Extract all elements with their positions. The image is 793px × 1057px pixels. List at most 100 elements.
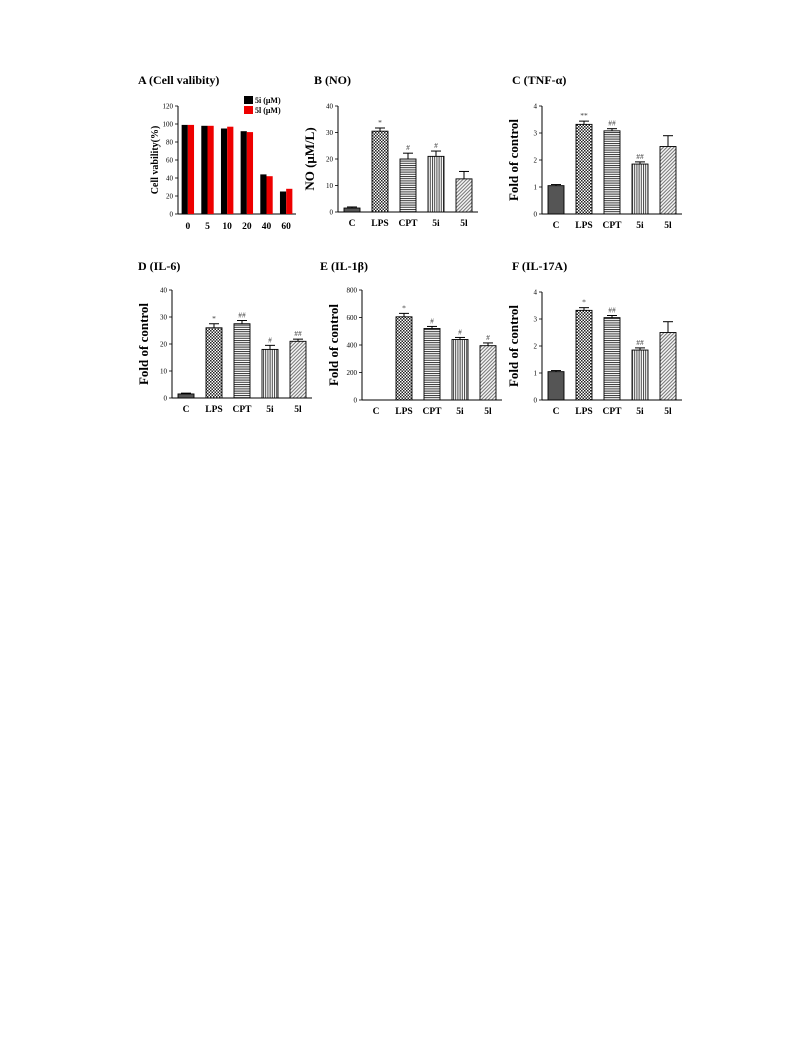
bar-5i — [261, 348, 279, 399]
x-tick-label: 5 — [205, 222, 210, 232]
y-tick-label: 0 — [534, 211, 538, 219]
bar-5i-20 — [240, 131, 247, 214]
panel-b-no: B (NO) 0 10 20 30 40 NO (μM/L) C * LPS # CPT #5i 5l — [300, 66, 500, 246]
significance-marker: ## — [636, 338, 644, 347]
panel-d-il6: D (IL-6) 0 10 20 30 40 Fold of control C * LPS ## C… — [120, 252, 320, 432]
x-tick-label: LPS — [205, 405, 222, 415]
chart-title: F (IL-17A) — [512, 259, 567, 273]
y-tick-label: 600 — [347, 314, 358, 322]
bar-5i-5 — [201, 125, 208, 214]
bar-5l — [289, 340, 307, 399]
significance-marker: # — [434, 141, 438, 150]
x-tick-label: 5i — [266, 405, 274, 415]
panel-c-tnf: C (TNF-α) 0 1 2 3 4 Fold of control C ** LPS ## CPT… — [500, 66, 700, 246]
x-tick-label: LPS — [371, 219, 388, 229]
y-tick-label: 20 — [326, 156, 334, 164]
bar-lps — [575, 309, 593, 401]
y-axis-label: Fold of control — [506, 119, 521, 201]
x-tick-label: LPS — [395, 407, 412, 417]
bar-lps — [575, 123, 593, 215]
significance-marker: # — [268, 335, 272, 344]
chart-d: D (IL-6) 0 10 20 30 40 Fold of control C * LPS ## C… — [136, 259, 312, 415]
x-tick-label: CPT — [233, 405, 253, 415]
legend-swatch — [244, 96, 253, 104]
x-tick-label: CPT — [399, 219, 419, 229]
y-tick-label: 800 — [347, 287, 358, 295]
bar-lps — [395, 316, 413, 401]
y-tick-label: 120 — [163, 103, 174, 111]
x-tick-label: C — [349, 219, 356, 229]
bar-5l-20 — [246, 132, 254, 214]
bar-5i-10 — [220, 128, 228, 214]
significance-marker: * — [212, 314, 216, 323]
x-tick-label: C — [373, 407, 380, 417]
bar-5i — [631, 349, 649, 401]
y-tick-label: 20 — [160, 341, 168, 349]
y-tick-label: 3 — [534, 316, 538, 324]
significance-marker: ## — [636, 152, 644, 161]
x-tick-label: 5i — [636, 407, 644, 417]
bar-5l-5 — [207, 125, 214, 214]
y-tick-label: 2 — [534, 157, 538, 165]
y-tick-label: 30 — [160, 314, 168, 322]
x-tick-label: CPT — [603, 407, 623, 417]
bar-5l-0 — [187, 124, 195, 214]
x-tick-label: 5i — [432, 219, 440, 229]
x-tick-label: C — [553, 407, 560, 417]
x-tick-label: C — [553, 221, 560, 231]
y-tick-label: 0 — [330, 209, 334, 217]
x-tick-label: 10 — [222, 222, 232, 232]
significance-marker: ## — [608, 305, 616, 314]
panel-a-cell-viability: A (Cell valibity) 0 20 40 60 80 100 120 Cell vab… — [120, 66, 320, 232]
y-tick-label: 4 — [534, 103, 538, 111]
y-tick-label: 1 — [534, 184, 538, 192]
significance-marker: # — [430, 316, 434, 325]
chart-e: E (IL-1β) 0 200 400 600 800 Fold of control C * L… — [320, 259, 502, 417]
x-tick-label: 60 — [281, 222, 291, 232]
x-tick-label: 40 — [262, 222, 272, 232]
y-tick-label: 10 — [326, 182, 334, 190]
bar-c — [547, 371, 565, 401]
significance-marker: * — [582, 298, 586, 307]
significance-marker: ## — [238, 311, 246, 320]
chart-f: F (IL-17A) 0 1 2 3 4 Fold of control C * LPS ## CPT… — [506, 259, 682, 417]
chart-title: B (NO) — [314, 73, 351, 87]
y-tick-label: 0 — [170, 211, 174, 219]
legend-label: 5i (μM) — [255, 96, 281, 105]
bar-5i-60 — [279, 191, 287, 214]
y-tick-label: 100 — [163, 121, 174, 129]
significance-marker: # — [486, 333, 490, 342]
panel-f-il17a: F (IL-17A) 0 1 2 3 4 Fold of control C * LPS ## CPT… — [500, 252, 700, 432]
x-tick-label: CPT — [603, 221, 623, 231]
y-axis-label: Cell vability(%) — [150, 126, 161, 195]
bar-5i-0 — [181, 124, 188, 214]
x-tick-label: C — [183, 405, 190, 415]
x-tick-label: 5l — [460, 219, 468, 229]
bar-cpt — [603, 130, 621, 215]
y-tick-label: 60 — [166, 157, 174, 165]
bar-cpt — [423, 328, 441, 401]
chart-title: E (IL-1β) — [320, 259, 368, 273]
legend-label: 5l (μM) — [255, 106, 281, 115]
chart-title: A (Cell valibity) — [138, 73, 219, 87]
y-axis-label: Fold of control — [506, 305, 521, 387]
y-tick-label: 80 — [166, 139, 174, 147]
y-tick-label: 4 — [534, 289, 538, 297]
y-tick-label: 0 — [354, 397, 358, 405]
bar-5l — [455, 178, 473, 213]
significance-marker: # — [458, 327, 462, 336]
significance-marker: ** — [580, 111, 588, 120]
chart-b: B (NO) 0 10 20 30 40 NO (μM/L) C * LPS # CPT #5i 5l — [302, 73, 478, 229]
chart-c: C (TNF-α) 0 1 2 3 4 Fold of control C ** LPS ## CPT… — [506, 73, 682, 231]
bar-c — [177, 393, 195, 399]
x-tick-label: LPS — [575, 221, 592, 231]
x-tick-label: 5l — [664, 221, 672, 231]
y-axis-label: Fold of control — [136, 303, 151, 385]
y-tick-label: 40 — [160, 287, 168, 295]
y-tick-label: 30 — [326, 129, 334, 137]
bar-5l-10 — [227, 126, 234, 214]
bar-5l — [659, 146, 677, 215]
legend-swatch — [244, 106, 253, 114]
x-tick-label: 5l — [484, 407, 492, 417]
